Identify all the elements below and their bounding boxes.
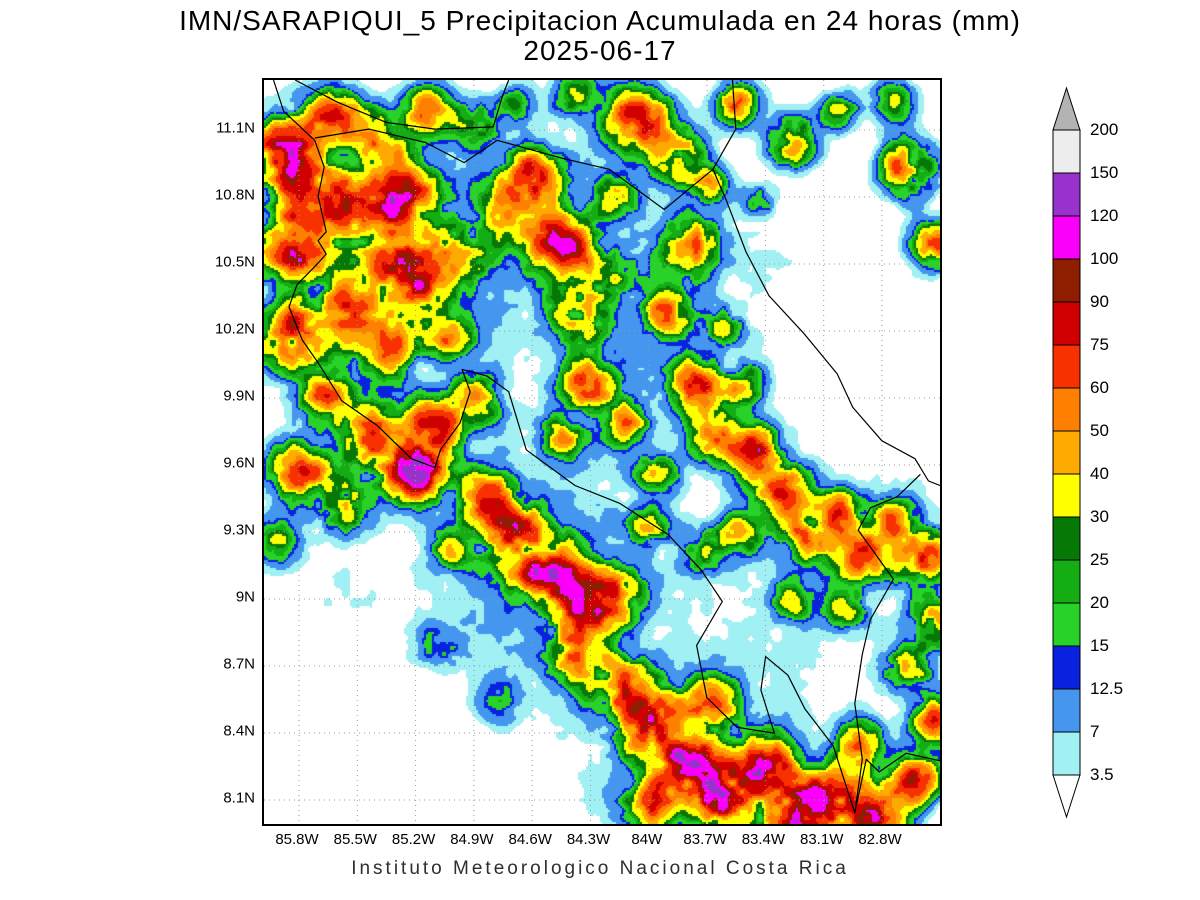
colorbar-tick-label: 3.5	[1090, 765, 1114, 784]
colorbar-over-arrow	[1052, 86, 1081, 131]
map-plot-area	[262, 78, 942, 826]
colorbar-tick-label: 15	[1090, 636, 1109, 655]
lat-tick-label: 8.1N	[223, 789, 255, 807]
lon-tick-label: 84.9W	[450, 831, 494, 848]
lon-tick-label: 85.2W	[391, 831, 436, 848]
colorbar-band	[1052, 430, 1081, 475]
colorbar-band	[1052, 301, 1081, 346]
colorbar-tick-label: 25	[1090, 550, 1109, 569]
lat-tick-label: 9.3N	[223, 521, 255, 539]
colorbar-tick-label: 120	[1090, 206, 1119, 225]
colorbar-band	[1052, 731, 1081, 776]
coastline	[272, 80, 940, 814]
lat-tick-label: 11.1N	[216, 119, 255, 137]
colorbar-band	[1052, 645, 1081, 690]
lat-tick-label: 8.4N	[223, 722, 255, 740]
colorbar-band	[1052, 172, 1081, 217]
colorbar-tick-label: 20	[1090, 593, 1109, 612]
colorbar-band	[1052, 473, 1081, 518]
precipitation-field-canvas	[264, 80, 940, 824]
colorbar-band	[1052, 344, 1081, 389]
lat-tick-label: 10.5N	[214, 253, 255, 271]
lon-tick-label: 84.6W	[508, 831, 552, 848]
colorbar-band	[1052, 215, 1081, 260]
colorbar-tick-label: 150	[1090, 163, 1119, 182]
colorbar-under-arrow	[1052, 774, 1081, 819]
colorbar-tick-label: 100	[1090, 249, 1119, 268]
map-overlay-gridlines-coastlines	[264, 80, 940, 824]
colorbar-tick-label: 75	[1090, 335, 1109, 354]
colorbar	[1052, 86, 1081, 819]
colorbar-band	[1052, 516, 1081, 561]
figure-title: IMN/SARAPIQUI_5 Precipitacion Acumulada …	[179, 5, 1021, 36]
colorbar-band	[1052, 129, 1081, 174]
colorbar-tick-label: 30	[1090, 507, 1109, 526]
lon-tick-label: 82.8W	[858, 831, 902, 848]
colorbar-tick-label: 60	[1090, 378, 1109, 397]
colorbar-tick-label: 12.5	[1090, 679, 1124, 698]
lat-tick-label: 10.8N	[214, 186, 255, 204]
colorbar-tick-label: 7	[1090, 722, 1100, 741]
colorbar-band	[1052, 688, 1081, 733]
colorbar-tick-label: 200	[1090, 120, 1119, 139]
colorbar-band	[1052, 559, 1081, 604]
colorbar-tick-label: 90	[1090, 292, 1109, 311]
coastline	[712, 80, 940, 487]
colorbar-band	[1052, 387, 1081, 432]
lon-tick-label: 85.8W	[275, 831, 319, 848]
lon-tick-label: 84.3W	[566, 831, 611, 848]
lon-tick-label: 85.5W	[333, 831, 377, 848]
lon-tick-label: 83.7W	[683, 831, 727, 848]
lat-tick-label: 8.7N	[223, 655, 255, 673]
lat-tick-label: 9.6N	[223, 454, 255, 472]
lon-tick-label: 83.4W	[741, 831, 786, 848]
coastline	[294, 80, 510, 130]
lat-tick-label: 9N	[235, 588, 255, 606]
lat-tick-label: 10.2N	[214, 320, 255, 338]
colorbar-band	[1052, 258, 1081, 303]
lon-tick-label: 83.1W	[800, 831, 844, 848]
coastline	[854, 473, 921, 813]
lon-tick-label: 84W	[631, 831, 663, 848]
colorbar-band	[1052, 602, 1081, 647]
coastline	[314, 128, 714, 211]
colorbar-tick-label: 40	[1090, 464, 1109, 483]
colorbar-tick-label: 50	[1090, 421, 1109, 440]
lat-tick-label: 9.9N	[223, 387, 255, 405]
figure-date: 2025-06-17	[523, 35, 677, 66]
figure-caption: Instituto Meteorologico Nacional Costa R…	[351, 858, 849, 879]
